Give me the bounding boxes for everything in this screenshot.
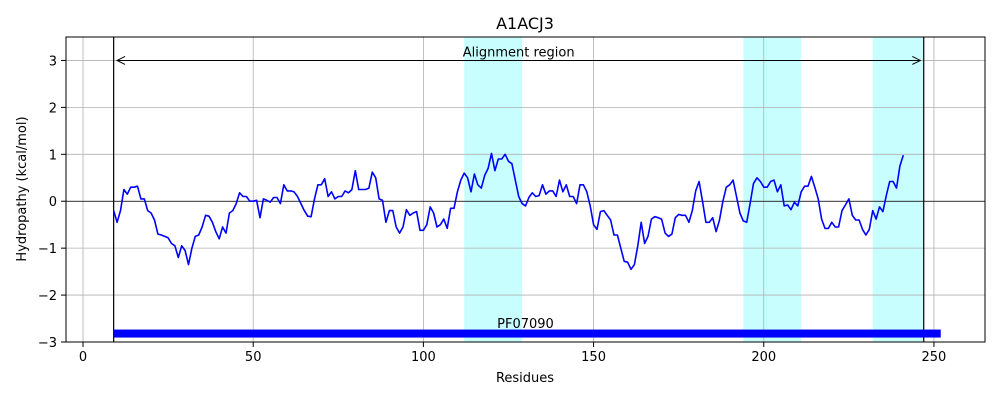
arrow-head-left <box>115 56 126 65</box>
chart-title: A1ACJ3 <box>496 14 554 33</box>
x-tick-label: 150 <box>581 350 606 365</box>
highlight-region-1 <box>464 37 523 342</box>
y-tick-label: −3 <box>38 336 57 351</box>
y-tick-label: −1 <box>38 242 57 257</box>
domain-bar-pf07090 <box>113 329 941 338</box>
domain-bar-label: PF07090 <box>497 317 554 332</box>
highlight-region-3 <box>872 37 924 342</box>
highlight-regions <box>464 37 924 342</box>
plot-frame <box>65 36 986 343</box>
x-axis-label: Residues <box>496 371 554 386</box>
grid-lines <box>66 37 985 343</box>
alignment-boundary-lines <box>113 37 925 342</box>
x-tick-label: 50 <box>245 350 262 365</box>
arrow-head-right <box>912 56 922 65</box>
y-tick-label: 3 <box>49 54 57 69</box>
annotations: Alignment region PF07090 <box>115 46 922 332</box>
axes: 0 50 100 150 200 250 −3 −2 −1 0 1 2 3 <box>38 36 986 365</box>
y-axis-label: Hydropathy (kcal/mol) <box>15 116 30 261</box>
x-tick-label: 100 <box>411 350 436 365</box>
y-tick-label: −2 <box>38 289 57 304</box>
domain-bar-layer <box>113 329 941 338</box>
y-tick-label: 1 <box>49 148 57 163</box>
series-layer <box>112 152 905 271</box>
x-tick-label: 200 <box>751 350 776 365</box>
series-line-hydropathy <box>112 152 905 271</box>
y-tick-label: 0 <box>49 195 57 210</box>
alignment-region-label: Alignment region <box>463 46 575 61</box>
x-tick-label: 0 <box>79 350 87 365</box>
x-tick-label: 250 <box>922 350 947 365</box>
y-tick-label: 2 <box>49 101 57 116</box>
